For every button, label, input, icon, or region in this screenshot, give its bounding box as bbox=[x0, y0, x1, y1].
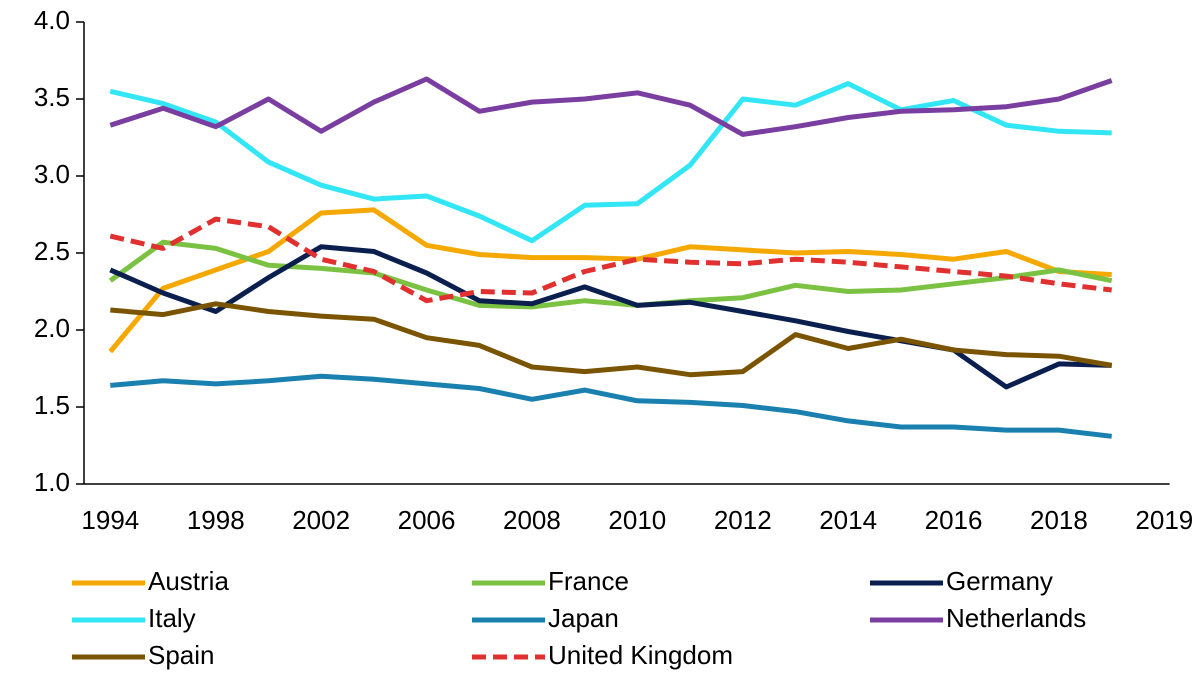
y-tick-label: 2.5 bbox=[34, 236, 70, 266]
x-tick-label: 2014 bbox=[819, 505, 877, 535]
x-tick-label: 2012 bbox=[714, 505, 772, 535]
x-tick-label: 2008 bbox=[503, 505, 561, 535]
x-tick-label: 2002 bbox=[292, 505, 350, 535]
legend-label: France bbox=[548, 566, 629, 596]
y-tick-label: 2.0 bbox=[34, 313, 70, 343]
legend-label: United Kingdom bbox=[548, 640, 733, 670]
y-tick-label: 1.0 bbox=[34, 467, 70, 497]
x-tick-label: 2006 bbox=[398, 505, 456, 535]
series-line bbox=[109, 76, 1113, 137]
series-line bbox=[108, 207, 1112, 354]
x-tick-label: 1994 bbox=[81, 505, 139, 535]
series-line bbox=[110, 373, 1112, 439]
x-tick-label: 1998 bbox=[187, 505, 245, 535]
series-line bbox=[110, 301, 1113, 378]
y-tick-label: 3.5 bbox=[34, 82, 70, 112]
x-tick-label: 2019 bbox=[1135, 505, 1193, 535]
y-tick-label: 3.0 bbox=[34, 159, 70, 189]
x-tick-label: 2018 bbox=[1030, 505, 1088, 535]
y-tick-label: 1.5 bbox=[34, 390, 70, 420]
y-tick-label: 4.0 bbox=[34, 5, 70, 35]
legend-label: Italy bbox=[148, 603, 196, 633]
legend-label: Austria bbox=[148, 566, 229, 596]
legend-label: Spain bbox=[148, 640, 215, 670]
legend-label: Germany bbox=[946, 566, 1053, 596]
series-line bbox=[109, 81, 1112, 244]
series-line bbox=[109, 216, 1112, 304]
x-tick-label: 2010 bbox=[608, 505, 666, 535]
legend-label: Netherlands bbox=[946, 603, 1086, 633]
series-line bbox=[108, 239, 1113, 310]
legend-label: Japan bbox=[548, 603, 619, 633]
x-tick-label: 2016 bbox=[925, 505, 983, 535]
